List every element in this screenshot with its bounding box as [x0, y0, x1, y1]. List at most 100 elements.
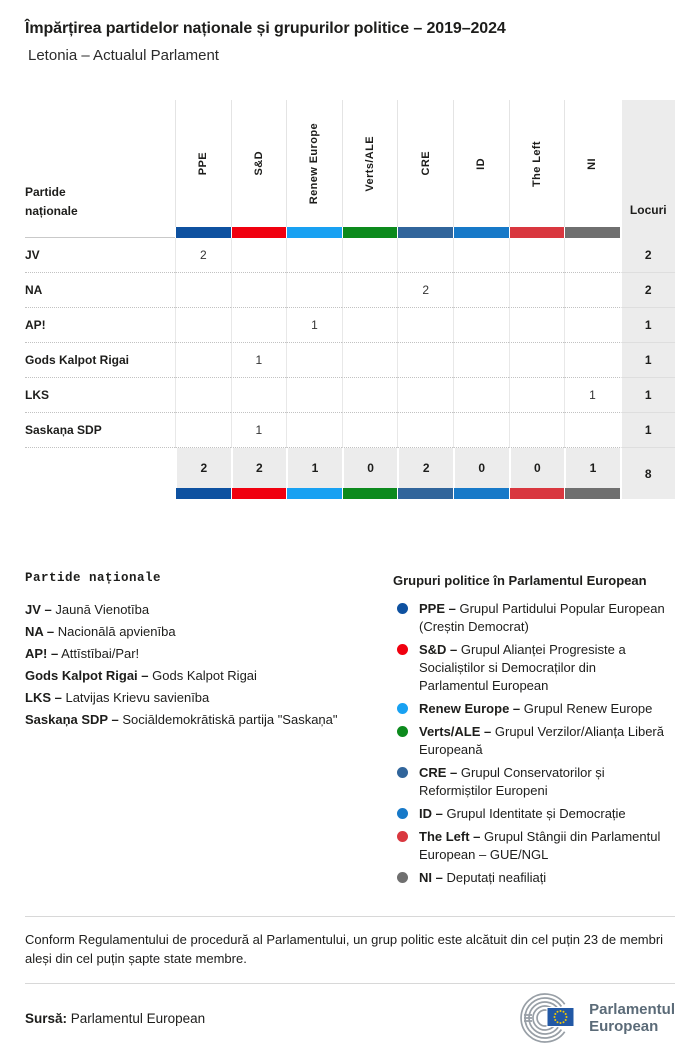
table-cell	[175, 273, 231, 308]
table-cell	[230, 378, 287, 413]
table-cell	[397, 378, 453, 413]
group-label: The Left	[530, 140, 543, 187]
table-cell	[564, 308, 620, 343]
table-cell	[508, 378, 565, 413]
party-row-label: AP!	[25, 308, 175, 343]
group-column-header: NI	[564, 100, 620, 227]
group-label: Renew Europe	[308, 122, 321, 205]
source-text: Sursă: Parlamentul European	[25, 1010, 206, 1026]
total-cell: 0	[508, 448, 565, 488]
group-color-dot-icon	[397, 872, 408, 883]
group-color-bar	[286, 227, 342, 238]
table-cell	[175, 343, 231, 378]
seats-cell: 1	[619, 378, 675, 413]
table-cell	[452, 273, 509, 308]
group-color-bar	[452, 488, 509, 499]
table-cell	[564, 238, 620, 273]
table-cell	[508, 308, 565, 343]
table-cell	[341, 238, 398, 273]
table-cell	[397, 413, 453, 448]
table-cell	[452, 238, 509, 273]
group-color-bar	[397, 227, 453, 238]
table-cell	[341, 413, 398, 448]
group-color-bar	[341, 227, 398, 238]
seats-cell: 2	[619, 238, 675, 273]
header-divider	[25, 227, 175, 238]
totals-spacer	[25, 448, 175, 488]
table-cell	[564, 413, 620, 448]
group-color-bar	[508, 488, 565, 499]
seats-column-header: Locuri	[619, 100, 675, 227]
party-legend-item: Gods Kalpot Rigai – Gods Kalpot Rigai	[25, 668, 257, 683]
legend-national-parties: Partide naționale JV – Jaunā Vienotība N…	[25, 571, 393, 892]
party-row-label: NA	[25, 273, 175, 308]
total-cell: 0	[452, 448, 509, 488]
eu-flag-icon	[546, 1007, 575, 1027]
table-cell: 2	[397, 273, 453, 308]
group-color-dot-icon	[397, 726, 408, 737]
group-column-header: PPE	[175, 100, 231, 227]
seats-cell: 1	[619, 308, 675, 343]
table-cell	[175, 413, 231, 448]
group-color-dot-icon	[397, 808, 408, 819]
total-cell: 1	[286, 448, 342, 488]
hemicycle-arcs-icon	[520, 993, 575, 1043]
row-header-label: Partide naționale	[25, 185, 78, 218]
group-color-dot-icon	[397, 831, 408, 842]
table-cell	[397, 308, 453, 343]
group-label: PPE	[197, 151, 210, 176]
table-cell	[175, 308, 231, 343]
group-legend-item: NI – Deputați neafiliați	[393, 869, 675, 887]
total-cell: 2	[230, 448, 287, 488]
group-legend-item: S&D – Grupul Alianței Progresiste a Soci…	[393, 641, 675, 695]
group-color-bar	[452, 227, 509, 238]
group-color-bar	[230, 227, 287, 238]
group-label: ID	[475, 157, 488, 170]
logo-wordmark: Parlamentul European	[589, 1001, 675, 1035]
table-cell	[564, 273, 620, 308]
group-column-header: The Left	[508, 100, 565, 227]
group-color-bar	[508, 227, 565, 238]
table-cell	[175, 378, 231, 413]
table-cell	[341, 343, 398, 378]
table-cell	[286, 273, 342, 308]
table-cell: 1	[230, 413, 287, 448]
seats-cell: 2	[619, 273, 675, 308]
party-row-label: LKS	[25, 378, 175, 413]
group-legend-item: Renew Europe – Grupul Renew Europe	[393, 700, 675, 718]
table-cell	[397, 238, 453, 273]
group-column-header: Renew Europe	[286, 100, 342, 227]
total-cell: 0	[341, 448, 398, 488]
party-row-label: Saskaņa SDP	[25, 413, 175, 448]
table-cell	[508, 413, 565, 448]
group-color-bar	[397, 488, 453, 499]
group-color-dot-icon	[397, 603, 408, 614]
legend-political-groups: Grupuri politice în Parlamentul European…	[393, 571, 675, 892]
table-cell: 1	[230, 343, 287, 378]
group-color-dot-icon	[397, 767, 408, 778]
total-cell: 1	[564, 448, 620, 488]
legend-parties-heading: Partide naționale	[25, 571, 162, 585]
table-cell: 1	[564, 378, 620, 413]
group-label: Verts/ALE	[364, 135, 377, 192]
group-legend-item: ID – Grupul Identitate și Democrație	[393, 805, 675, 823]
legend-groups-heading: Grupuri politice în Parlamentul European	[393, 573, 647, 588]
group-color-bar	[175, 227, 231, 238]
seats-cell: 1	[619, 343, 675, 378]
table-cell	[286, 343, 342, 378]
party-row-label: Gods Kalpot Rigai	[25, 343, 175, 378]
party-legend-item: LKS – Latvijas Krievu savienība	[25, 690, 210, 705]
group-color-bar	[564, 227, 620, 238]
group-column-header: ID	[452, 100, 509, 227]
group-legend-item: The Left – Grupul Stângii din Parlamentu…	[393, 828, 675, 864]
group-legend-item: Verts/ALE – Grupul Verzilor/Alianța Libe…	[393, 723, 675, 759]
group-legend-item: CRE – Grupul Conservatorilor și Reformiș…	[393, 764, 675, 800]
total-cell: 2	[175, 448, 231, 488]
party-row-label: JV	[25, 238, 175, 273]
table-cell	[452, 413, 509, 448]
seats-cell: 1	[619, 413, 675, 448]
table-cell	[452, 343, 509, 378]
table-cell	[508, 273, 565, 308]
party-legend-item: Saskaņa SDP – Sociāldemokrātiskā partija…	[25, 712, 338, 727]
party-legend-item: JV – Jaunā Vienotība	[25, 602, 150, 617]
